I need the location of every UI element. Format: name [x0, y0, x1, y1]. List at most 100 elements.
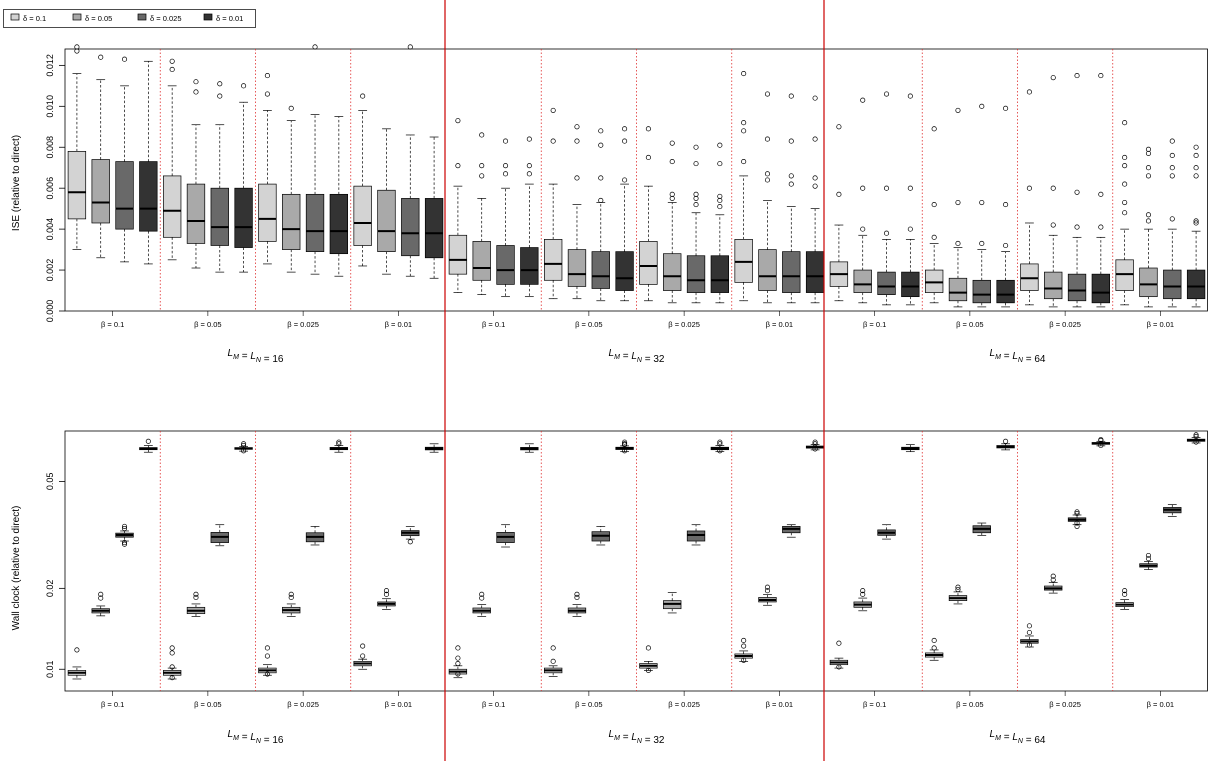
- outlier-point: [741, 643, 747, 649]
- outlier-point: [645, 667, 651, 673]
- outlier-point: [455, 661, 461, 667]
- outlier-point: [812, 183, 818, 189]
- outlier-point: [1050, 577, 1056, 583]
- outlier-point: [931, 126, 937, 132]
- subgroup-label: β = 0.01: [1147, 700, 1174, 709]
- box: [67, 150, 87, 220]
- group-label: LM = LN = 64: [990, 348, 1046, 365]
- subgroup-label: β = 0.05: [194, 320, 221, 329]
- outlier-point: [1122, 199, 1128, 206]
- outlier-point: [622, 138, 628, 144]
- outlier-point: [1193, 432, 1199, 438]
- box: [1091, 273, 1111, 304]
- box: [282, 193, 301, 250]
- y-tick-label: 0.05: [45, 473, 55, 491]
- outlier-point: [1145, 552, 1152, 559]
- outlier-point: [1193, 144, 1199, 150]
- box: [1163, 269, 1182, 300]
- outlier-point: [241, 442, 247, 449]
- outlier-point: [550, 645, 556, 651]
- outlier-point: [1169, 173, 1175, 179]
- outlier-point: [645, 645, 651, 651]
- outlier-point: [788, 138, 794, 144]
- outlier-point: [574, 138, 580, 144]
- legend-label: δ = 0.05: [85, 14, 112, 23]
- outlier-point: [907, 93, 913, 99]
- outlier-point: [574, 591, 580, 597]
- outlier-point: [645, 126, 651, 132]
- outlier-point: [145, 438, 151, 444]
- outlier-point: [121, 56, 128, 62]
- y-tick-label: 0.01: [45, 660, 55, 678]
- ise-boxplot-panel: 0.000 0.002 0.004 0.006 0.008 0.010 0.012 LM = …: [45, 44, 1208, 365]
- subgroup-label: β = 0.05: [194, 700, 221, 709]
- outlier-point: [1145, 556, 1152, 562]
- legend-label: δ = 0.1: [23, 14, 46, 23]
- outlier-point: [455, 645, 461, 651]
- outlier-point: [669, 159, 675, 165]
- outlier-point: [717, 161, 723, 167]
- outlier-point: [479, 163, 485, 169]
- y-tick-label: 0.008: [45, 136, 55, 159]
- outlier-point: [717, 204, 723, 210]
- outlier-point: [74, 44, 80, 50]
- subgroup-label: β = 0.01: [385, 320, 412, 329]
- outlier-point: [1026, 623, 1032, 629]
- outlier-point: [502, 163, 509, 169]
- group-label: LM = LN = 32: [609, 348, 665, 365]
- legend-frame: [3, 9, 256, 28]
- outlier-point: [812, 446, 818, 452]
- box: [424, 198, 444, 259]
- outlier-point: [360, 643, 366, 649]
- outlier-point: [98, 591, 104, 597]
- wallclock-y-axis-title: Wall clock (relative to direct): [11, 506, 22, 631]
- box: [186, 183, 206, 244]
- group-label: LM = LN = 32: [609, 729, 665, 746]
- outlier-point: [883, 185, 890, 191]
- outlier-point: [645, 154, 651, 161]
- outlier-point: [812, 439, 818, 445]
- box: [258, 183, 277, 242]
- subgroup-label: β = 0.025: [668, 320, 700, 329]
- outlier-point: [98, 54, 104, 60]
- outlier-point: [455, 655, 461, 661]
- outlier-point: [1122, 591, 1128, 597]
- outlier-point: [622, 126, 628, 132]
- subgroup-label: β = 0.025: [287, 700, 319, 709]
- outlier-point: [1193, 218, 1199, 224]
- outlier-point: [931, 202, 937, 208]
- outlier-point: [836, 664, 842, 670]
- outlier-point: [1098, 191, 1104, 197]
- wallclock-boxplot-panel: 0.01 0.02 0.05 LM = LN = 16 β = 0.1 β = 0.05 β…: [45, 430, 1208, 746]
- outlier-point: [693, 195, 699, 201]
- outlier-point: [1122, 181, 1128, 187]
- outlier-point: [479, 595, 485, 601]
- box: [305, 193, 325, 252]
- box: [639, 241, 658, 285]
- outlier-point: [1193, 439, 1199, 445]
- outlier-point: [883, 91, 890, 97]
- outlier-point: [741, 71, 747, 77]
- box: [210, 187, 229, 246]
- outlier-point: [1145, 150, 1152, 156]
- outlier-point: [479, 132, 485, 138]
- outlier-point: [1145, 146, 1152, 152]
- outlier-point: [264, 73, 270, 79]
- outlier-point: [622, 177, 628, 183]
- box: [377, 189, 396, 252]
- outlier-point: [455, 163, 461, 169]
- outlier-point: [622, 448, 628, 454]
- outlier-point: [121, 523, 128, 529]
- outlier-point: [1145, 212, 1152, 218]
- outlier-point: [931, 637, 937, 643]
- outlier-point: [193, 89, 199, 95]
- legend-label: δ = 0.01: [216, 14, 243, 23]
- outlier-point: [455, 118, 461, 124]
- box: [472, 241, 491, 281]
- box: [91, 159, 110, 224]
- outlier-point: [526, 136, 532, 142]
- box: [686, 530, 706, 542]
- outlier-point: [526, 171, 532, 177]
- outlier-point: [955, 240, 961, 247]
- legend-swatch: [203, 13, 213, 21]
